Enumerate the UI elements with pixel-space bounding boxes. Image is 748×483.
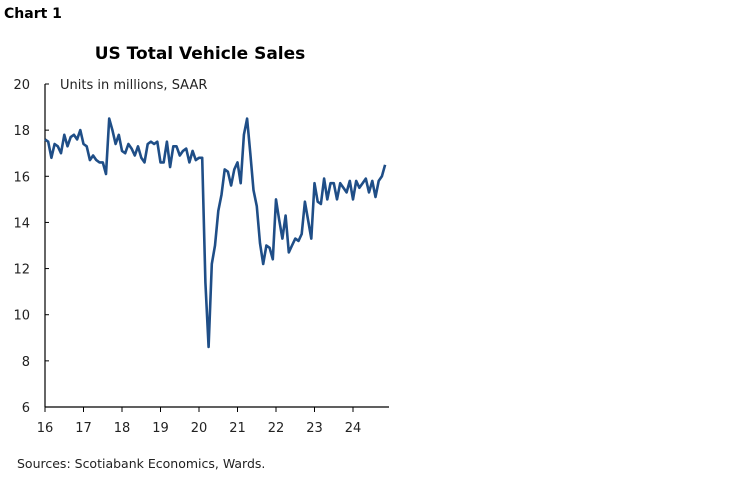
x-tick-label: 18 [114, 421, 131, 436]
x-tick-label: 23 [306, 421, 323, 436]
source-note: Sources: Scotiabank Economics, Wards. [17, 456, 266, 471]
y-tick-label: 18 [13, 124, 30, 139]
y-tick-label: 6 [22, 401, 30, 416]
x-tick-label: 20 [191, 421, 208, 436]
x-tick-label: 22 [268, 421, 285, 436]
series-line [44, 117, 387, 349]
x-tick-label: 16 [37, 421, 54, 436]
y-tick-label: 8 [22, 355, 30, 370]
x-tick-label: 21 [229, 421, 246, 436]
y-tick-label: 20 [13, 78, 30, 93]
x-tick-label: 17 [75, 421, 92, 436]
y-tick-label: 14 [13, 216, 30, 231]
y-tick-label: 12 [13, 263, 30, 278]
figure-label: Chart 1 [4, 6, 62, 22]
y-tick-label: 16 [13, 170, 30, 185]
x-tick-label: 24 [345, 421, 362, 436]
chart-title: US Total Vehicle Sales [94, 44, 306, 64]
y-tick-label: 10 [13, 309, 30, 324]
units-annotation: Units in millions, SAAR [60, 78, 207, 93]
x-tick-label: 19 [152, 421, 169, 436]
